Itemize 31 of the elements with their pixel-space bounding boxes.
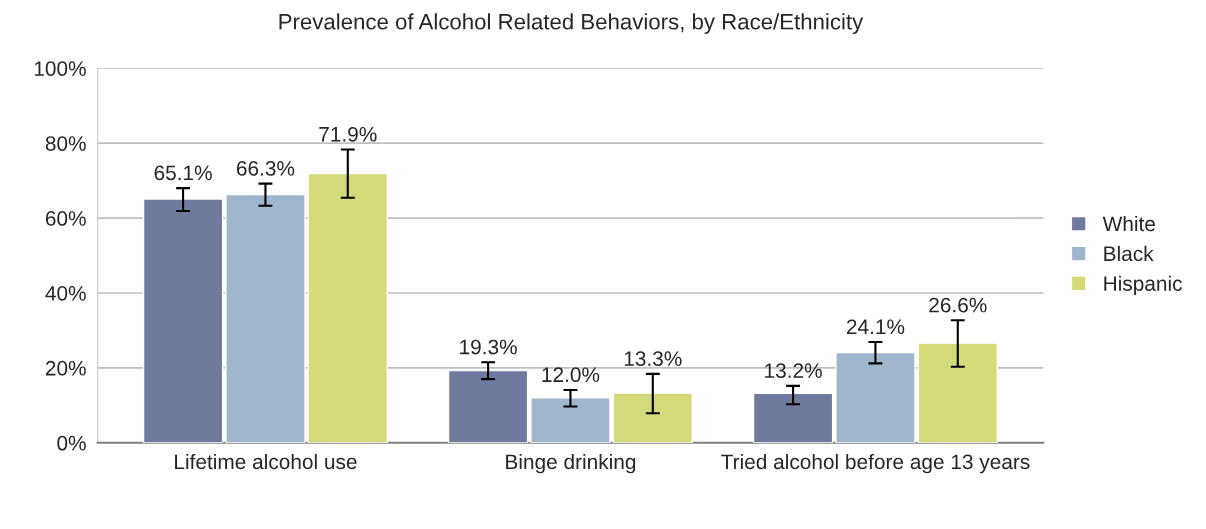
legend-label: Hispanic bbox=[1104, 275, 1182, 296]
y-tick-label: 60% bbox=[45, 211, 86, 226]
y-tick-label: 0% bbox=[57, 435, 86, 451]
y-tick-label: 100% bbox=[34, 61, 86, 76]
text: 19.3% bbox=[460, 339, 517, 355]
text: 26.6% bbox=[929, 297, 987, 313]
text: 66.3% bbox=[236, 160, 295, 176]
legend-label: Black bbox=[1104, 245, 1154, 262]
text: 13.3% bbox=[624, 351, 682, 366]
text: 12.0% bbox=[542, 367, 600, 383]
bar bbox=[225, 193, 306, 443]
y-tick-label: 20% bbox=[45, 360, 86, 376]
bar bbox=[307, 172, 389, 443]
bar bbox=[530, 397, 611, 443]
text: 24.1% bbox=[846, 319, 905, 335]
text: 71.9% bbox=[319, 126, 377, 142]
x-tick-label: Tried alcohol before age 13 years bbox=[721, 453, 1030, 474]
bar bbox=[612, 392, 694, 443]
x-tick-label: Lifetime alcohol use bbox=[175, 453, 357, 470]
bar bbox=[142, 198, 224, 443]
y-tick-label: 40% bbox=[45, 285, 86, 301]
y-tick-label: 80% bbox=[45, 136, 86, 151]
bar bbox=[917, 342, 999, 443]
bar bbox=[835, 351, 916, 443]
bar bbox=[447, 369, 529, 443]
chart-title: Prevalence of Alcohol Related Behaviors, by Race/Ethnicity bbox=[279, 13, 864, 34]
x-tick-label: Binge drinking bbox=[506, 453, 636, 474]
text: 13.2% bbox=[765, 363, 822, 378]
legend-label: White bbox=[1102, 215, 1155, 232]
text: 65.1% bbox=[154, 165, 212, 181]
bar bbox=[752, 392, 834, 443]
